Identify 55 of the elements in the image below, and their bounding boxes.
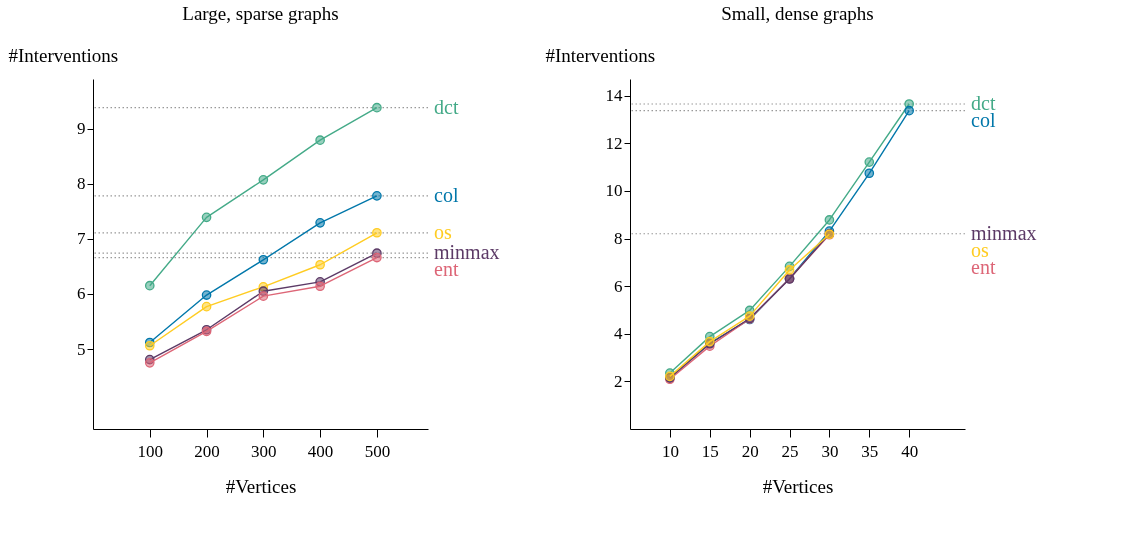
point: [784, 265, 795, 275]
y-tick-label: 6: [614, 276, 623, 296]
x-tick-label: 15: [701, 441, 719, 461]
x-tick-label: 20: [741, 441, 759, 461]
y-tick-label: 8: [77, 174, 86, 194]
point: [201, 301, 212, 312]
y-tick-label: 7: [77, 229, 86, 249]
point: [864, 168, 875, 179]
x-axis-title: #Vertices: [762, 475, 834, 497]
point: [824, 215, 835, 225]
point: [904, 105, 914, 116]
x-tick-label: 200: [194, 441, 220, 461]
x-tick-label: 30: [821, 441, 839, 461]
y-tick-label: 14: [605, 86, 623, 106]
point: [258, 175, 269, 185]
point: [372, 191, 382, 201]
point: [372, 252, 382, 263]
y-tick-label: 12: [605, 133, 623, 153]
point: [201, 212, 212, 223]
point: [315, 135, 325, 146]
x-tick-label: 40: [901, 441, 919, 461]
point: [372, 227, 382, 238]
x-tick-label: 35: [861, 441, 879, 461]
point: [372, 102, 382, 113]
x-tick-label: 10: [661, 441, 679, 461]
y-tick-label: 10: [605, 181, 623, 201]
point: [144, 280, 155, 291]
x-tick-label: 100: [137, 441, 164, 461]
y-tick-label: 9: [77, 119, 86, 139]
x-axis-title: #Vertices: [225, 475, 297, 497]
point: [315, 259, 325, 270]
y-tick-label: 5: [77, 339, 86, 359]
point: [258, 254, 269, 265]
y-tick-label: 2: [614, 371, 623, 391]
y-tick-label: 4: [614, 324, 623, 344]
point: [144, 358, 155, 368]
chart-title: Small, dense graphs: [721, 3, 874, 24]
text: os: [434, 220, 452, 243]
point: [201, 290, 212, 300]
text: dct: [434, 95, 459, 118]
point: [258, 291, 269, 301]
text: minmax: [971, 221, 1037, 244]
x-tick-label: 400: [307, 441, 334, 461]
y-axis-title: #Interventions: [8, 44, 119, 66]
point: [315, 218, 325, 228]
text: col: [434, 183, 459, 206]
y-tick-label: 6: [77, 284, 86, 304]
x-tick-label: 300: [251, 441, 277, 461]
x-tick-label: 500: [364, 441, 391, 461]
chart-title: Large, sparse graphs: [182, 3, 339, 24]
point: [315, 281, 325, 292]
x-tick-label: 25: [781, 441, 799, 461]
point: [864, 157, 875, 167]
y-tick-label: 8: [614, 229, 623, 249]
y-axis-title: #Interventions: [545, 44, 656, 66]
